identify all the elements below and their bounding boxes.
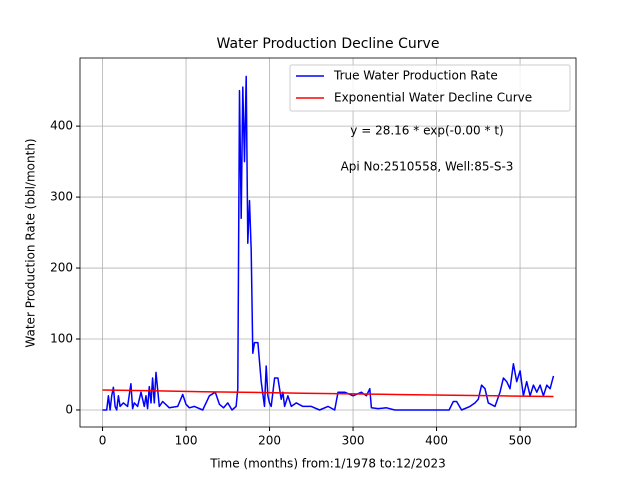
annotation: y = 28.16 * exp(-0.00 * t) [350,124,503,138]
series-line [102,389,554,398]
x-tick-label: 200 [258,434,281,448]
legend-label: True Water Production Rate [333,69,498,83]
series-line [102,75,555,411]
x-tick-label: 500 [509,434,532,448]
chart-title: Water Production Decline Curve [217,36,440,52]
x-tick-label: 100 [175,434,198,448]
x-tick-label: 0 [99,434,107,448]
x-tick-label: 400 [425,434,448,448]
plot-frame [79,57,577,428]
y-axis-label: Water Production Rate (bbl/month) [24,138,38,347]
y-tick-label: 400 [50,119,73,133]
y-tick-label: 100 [50,332,73,346]
y-tick-label: 200 [50,261,73,275]
y-tick-label: 0 [65,402,73,416]
annotation: Api No:2510558, Well:85-S-3 [341,160,514,174]
x-axis-label: Time (months) from:1/1978 to:12/2023 [209,457,446,471]
legend-label: Exponential Water Decline Curve [334,91,532,105]
x-tick-label: 300 [342,434,365,448]
y-tick-label: 300 [50,190,73,204]
legend-box [289,64,571,112]
